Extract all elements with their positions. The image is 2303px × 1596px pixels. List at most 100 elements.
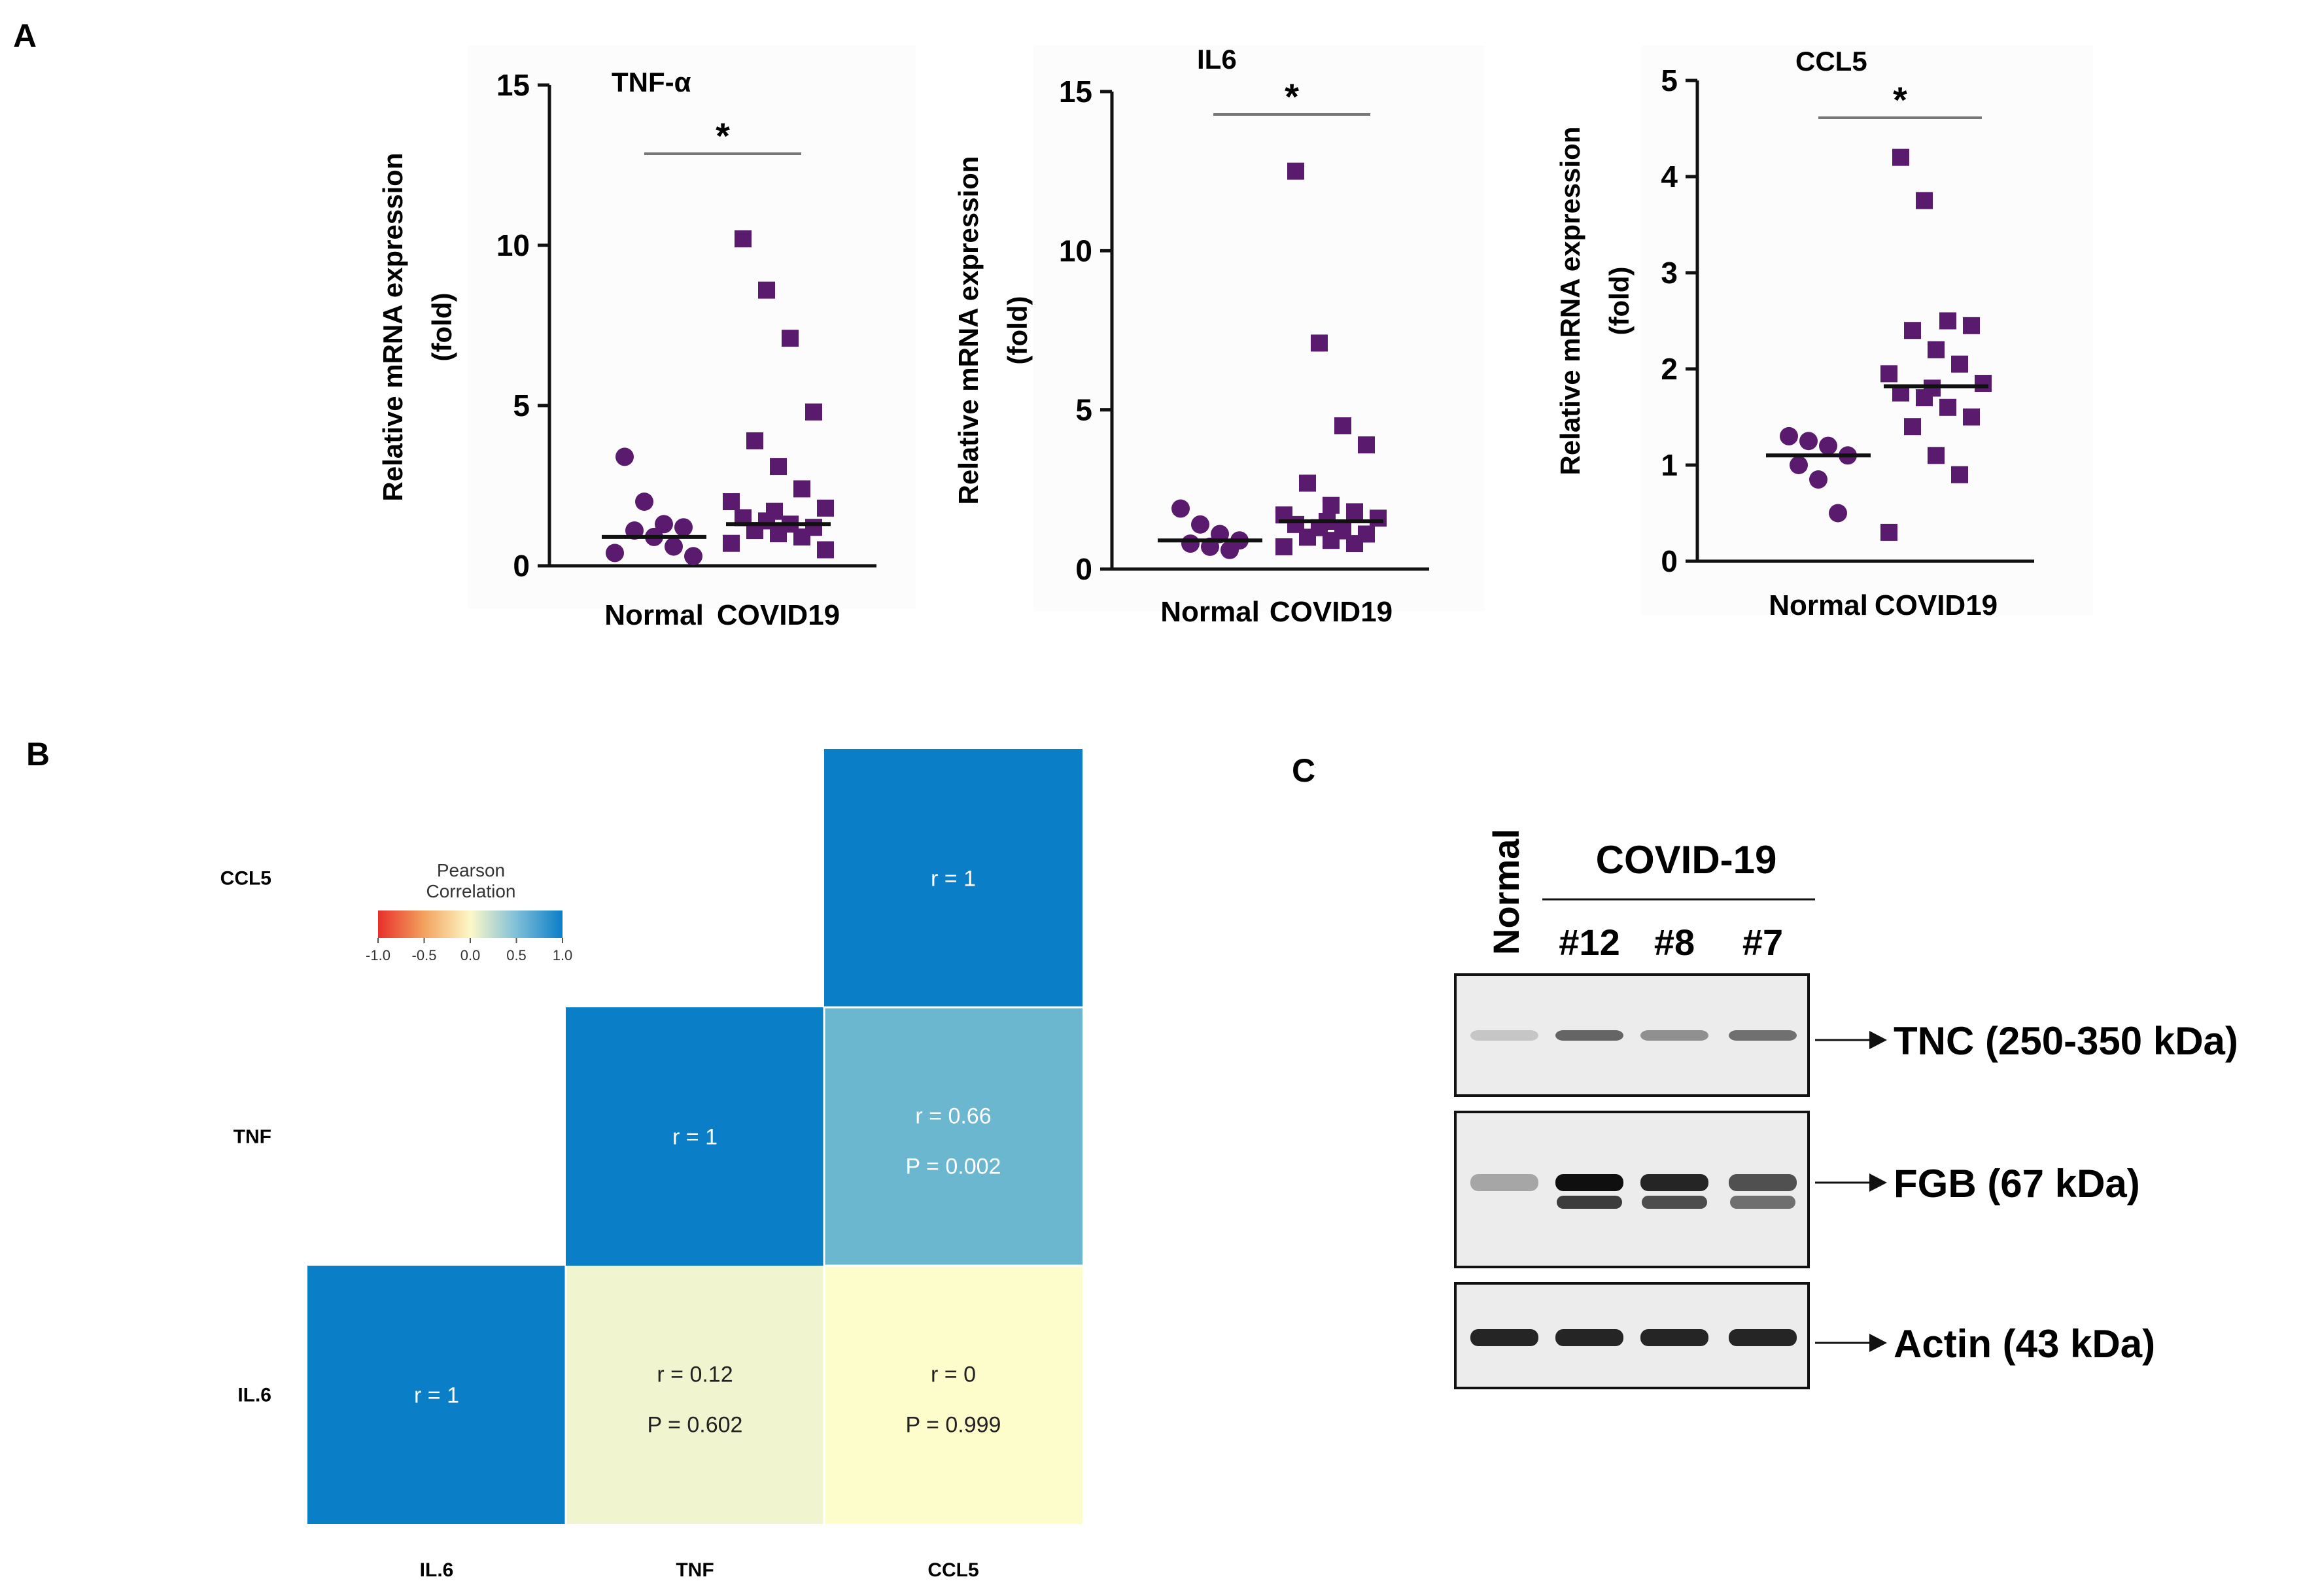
- lane-label: #12: [1559, 922, 1619, 963]
- blot-band: [1640, 1174, 1708, 1191]
- data-point: [1334, 417, 1351, 434]
- plot-background: [468, 46, 916, 608]
- data-point: [655, 515, 673, 534]
- data-point: [684, 547, 702, 566]
- data-point: [770, 525, 787, 542]
- data-point: [1299, 474, 1316, 492]
- data-point: [735, 230, 752, 248]
- data-point: [1880, 523, 1897, 541]
- data-point: [1323, 532, 1340, 549]
- heatmap-cell: [307, 1266, 566, 1524]
- data-point: [1939, 312, 1956, 330]
- heatmap-cell: [824, 1007, 1082, 1266]
- y-axis-label: Relative mRNA expression: [1555, 127, 1585, 476]
- data-point: [1809, 470, 1827, 489]
- data-point: [1181, 534, 1200, 553]
- band-arrowhead: [1869, 1173, 1887, 1192]
- significance-star: *: [1893, 79, 1907, 120]
- panel-label-c: C: [1292, 752, 1315, 789]
- y-tick-label: 5: [1075, 393, 1092, 427]
- blot-band: [1729, 1030, 1797, 1041]
- heatmap-y-label: CCL5: [220, 868, 271, 890]
- data-point: [1928, 341, 1945, 358]
- blot-band: [1555, 1329, 1623, 1346]
- blot-band: [1470, 1174, 1538, 1191]
- cell-p-value: P = 0.602: [648, 1413, 743, 1438]
- data-point: [1892, 148, 1909, 166]
- group-label: COVID-19: [1596, 838, 1777, 882]
- data-point: [1963, 408, 1980, 426]
- data-point: [1346, 503, 1363, 521]
- y-tick-label: 15: [496, 68, 530, 102]
- data-point: [1819, 436, 1837, 455]
- legend-tick-label: 1.0: [553, 947, 573, 963]
- x-tick-label: Normal: [1160, 596, 1260, 628]
- heatmap-cell: [566, 1007, 824, 1266]
- band-label: Actin (43 kDa): [1894, 1322, 2155, 1366]
- legend-colorbar: [378, 911, 563, 938]
- heatmap-y-label: TNF: [234, 1126, 271, 1148]
- data-point: [723, 493, 740, 510]
- data-point: [793, 528, 810, 546]
- y-tick-label: 10: [1059, 234, 1092, 268]
- legend-tick-label: 0.5: [506, 947, 527, 963]
- data-point: [1880, 365, 1897, 383]
- data-point: [1171, 499, 1190, 518]
- x-tick-label: COVID19: [717, 599, 840, 631]
- data-point: [1275, 538, 1292, 555]
- data-point: [1975, 375, 1992, 392]
- data-point: [723, 534, 740, 552]
- heatmap-x-label: CCL5: [927, 1559, 978, 1581]
- data-point: [1829, 504, 1847, 523]
- data-point: [1904, 322, 1921, 339]
- data-point: [1221, 540, 1239, 559]
- band-arrowhead: [1869, 1334, 1887, 1352]
- data-point: [1299, 529, 1316, 546]
- y-tick-label: 0: [513, 549, 530, 583]
- blot-band: [1729, 1174, 1797, 1191]
- legend-title: Pearson: [437, 860, 505, 880]
- y-axis-label: (fold): [426, 293, 457, 362]
- cell-r-value: r = 0.66: [915, 1104, 991, 1129]
- data-point: [1904, 418, 1921, 436]
- heatmap-x-label: TNF: [676, 1559, 714, 1581]
- heatmap-cell: [566, 1266, 824, 1524]
- blot-band: [1729, 1329, 1797, 1346]
- panel-label-b: B: [26, 736, 50, 772]
- blot-band-lower: [1557, 1196, 1622, 1209]
- plot-background: [1033, 46, 1485, 612]
- band-label: TNC (250-350 kDa): [1894, 1019, 2238, 1063]
- x-tick-label: Normal: [1769, 589, 1868, 621]
- data-point: [1323, 496, 1340, 514]
- data-point: [805, 403, 822, 421]
- data-point: [1780, 426, 1798, 445]
- blot-band-lower: [1730, 1196, 1795, 1209]
- panel-label-a: A: [13, 18, 37, 54]
- western-blot: Normal COVID-19 #12 #8 #7 TNC (250-350 kDa) FG…: [1454, 829, 2238, 1389]
- blot-band: [1555, 1030, 1623, 1041]
- y-tick-label: 0: [1661, 544, 1678, 578]
- x-tick-label: COVID19: [1875, 589, 1998, 621]
- data-point: [1370, 510, 1387, 527]
- band-arrowhead: [1869, 1031, 1887, 1049]
- data-point: [1358, 436, 1375, 454]
- significance-star: *: [1285, 76, 1299, 117]
- plot-background: [1642, 46, 2093, 615]
- legend-tick-label: -1.0: [366, 947, 390, 963]
- cell-p-value: P = 0.999: [906, 1413, 1001, 1438]
- y-axis-label: (fold): [1002, 296, 1033, 365]
- legend-tick-label: 0.0: [460, 947, 481, 963]
- y-tick-label: 0: [1075, 552, 1092, 586]
- legend-tick-label: -0.5: [412, 947, 437, 963]
- cell-r-value: r = 1: [672, 1125, 718, 1150]
- data-point: [1799, 432, 1818, 451]
- data-point: [1951, 355, 1968, 373]
- data-point: [606, 544, 624, 563]
- y-tick-label: 3: [1661, 256, 1678, 290]
- heatmap-x-label: IL.6: [420, 1559, 454, 1581]
- band-label: FGB (67 kDa): [1894, 1162, 2140, 1206]
- cell-r-value: r = 0.12: [657, 1362, 733, 1387]
- tnf-alpha-chart: 0 5 10 15 TNF-α Relative mRNA expression (fold…: [377, 46, 916, 631]
- y-tick-label: 5: [513, 389, 530, 423]
